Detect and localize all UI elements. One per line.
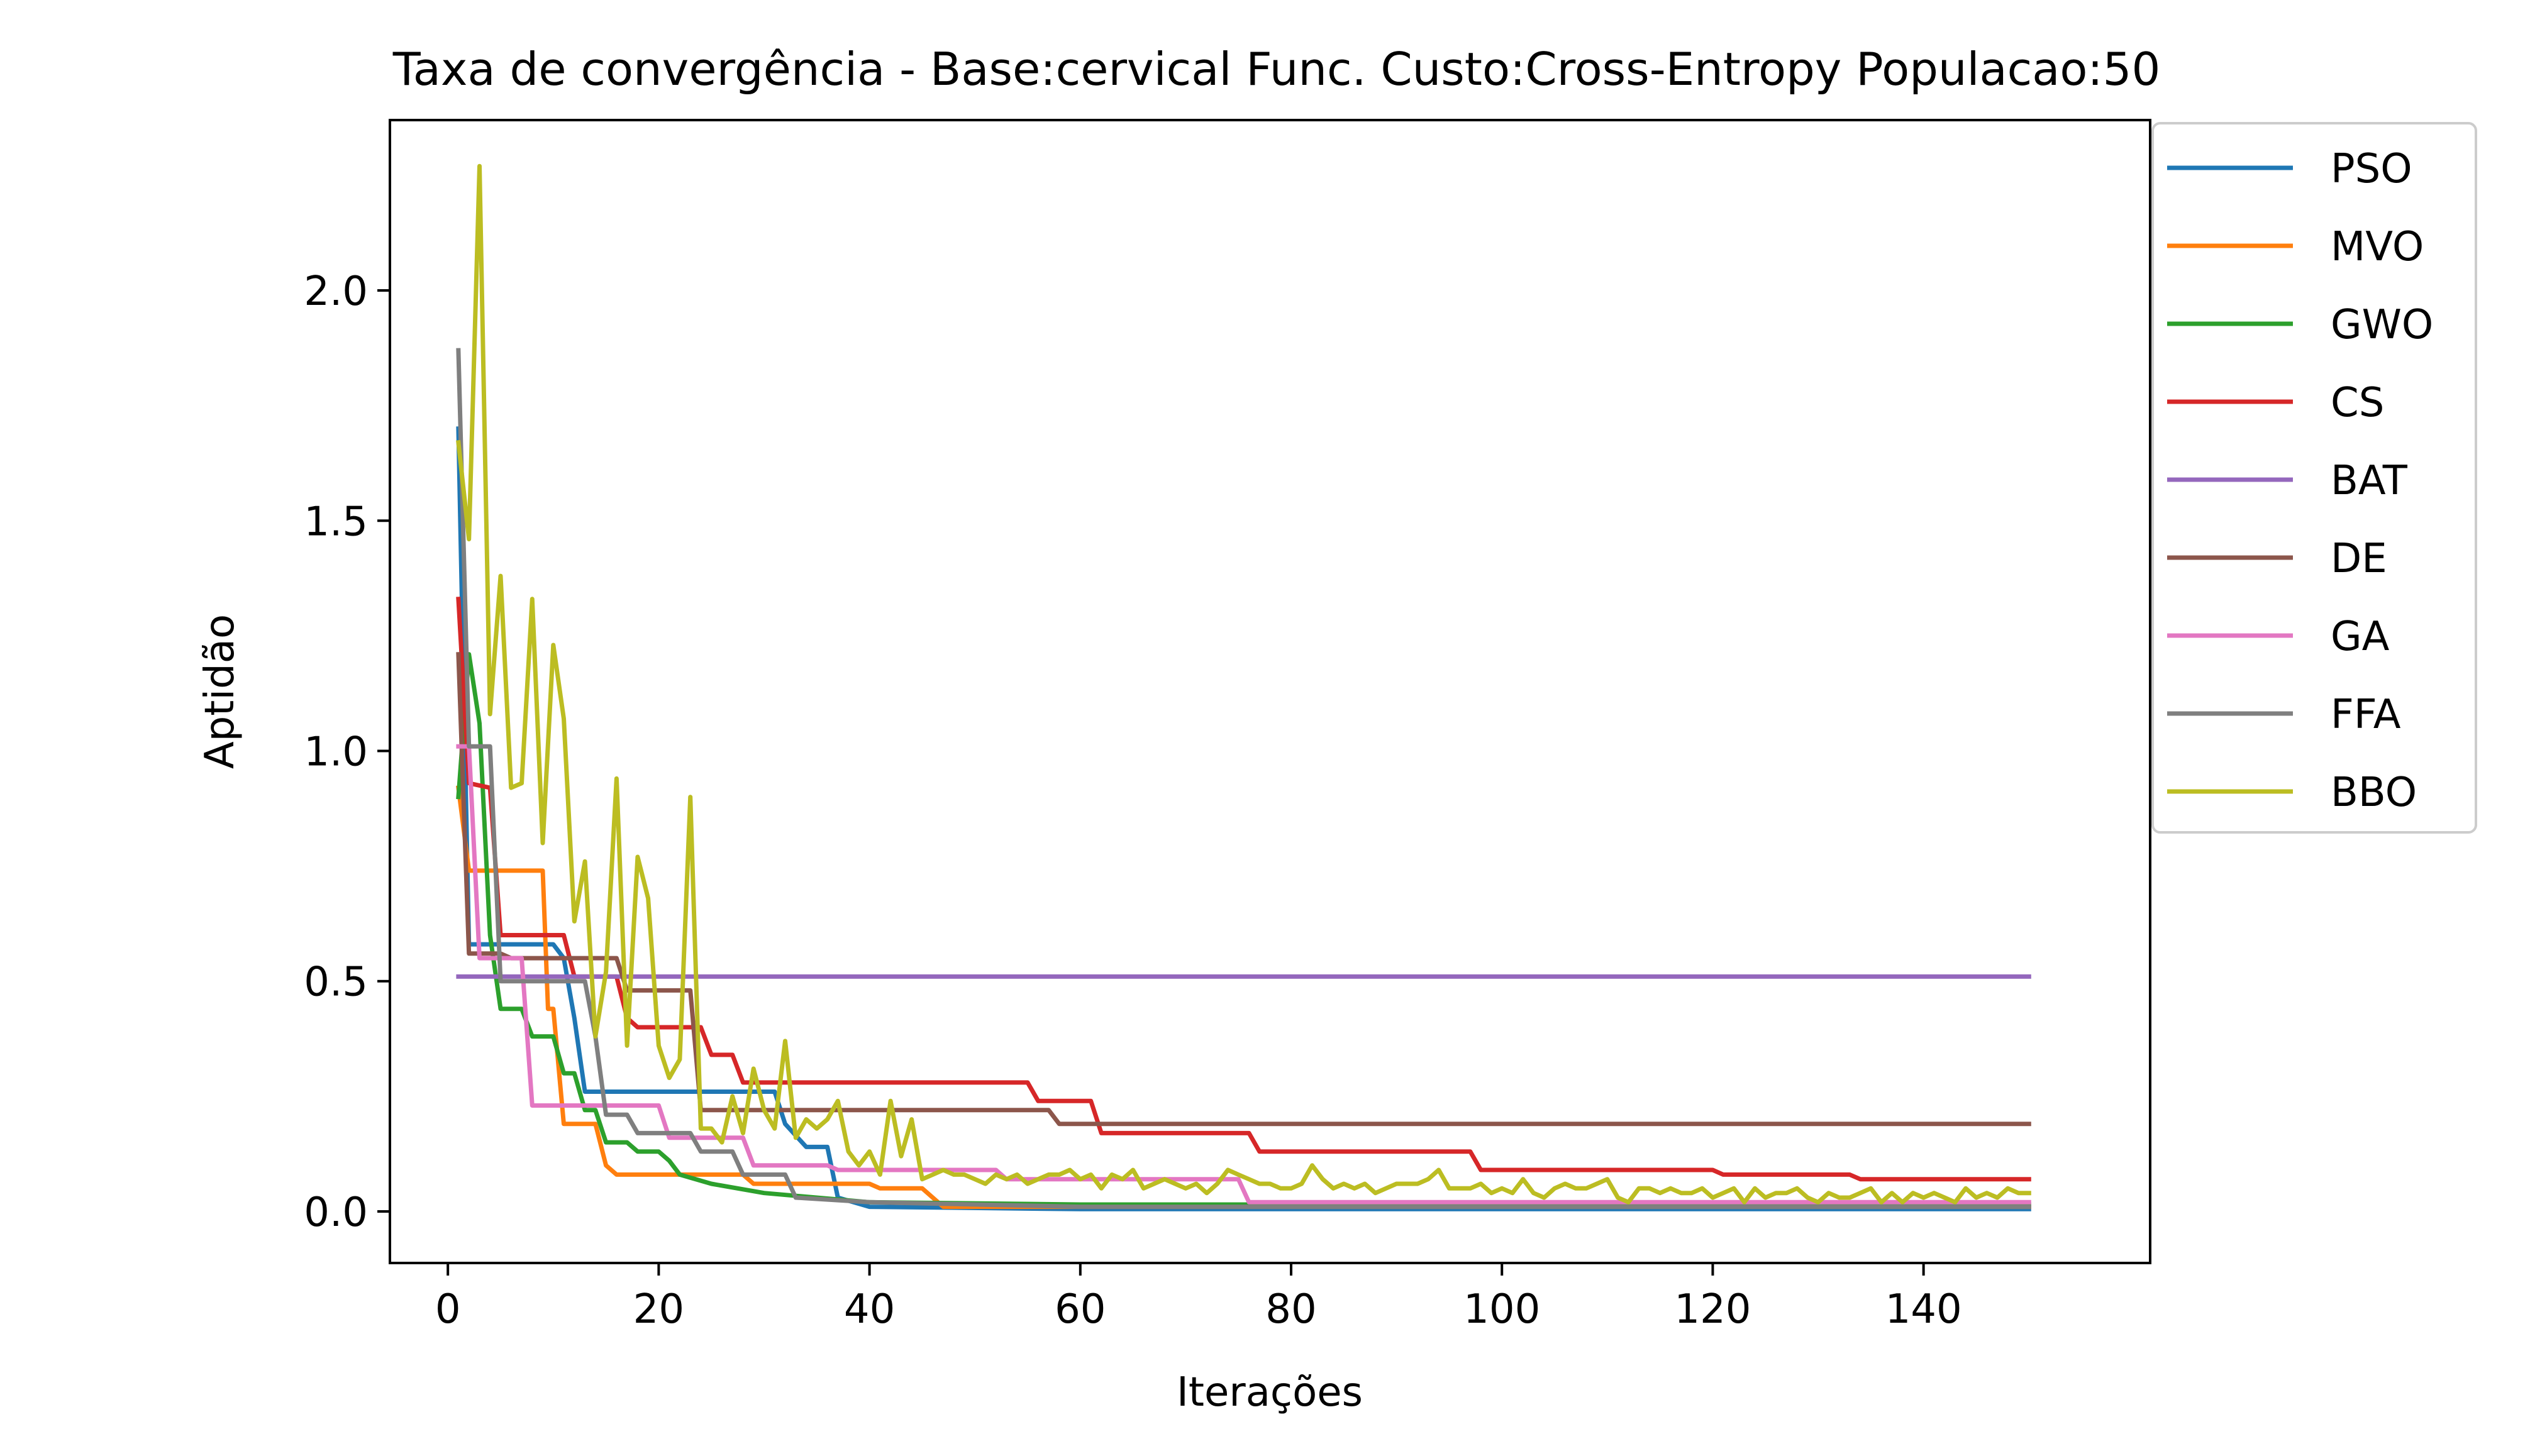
y-tick-label: 0.5 — [304, 959, 368, 1006]
y-tick-label: 2.0 — [304, 268, 368, 315]
series-line-gwo — [456, 652, 2031, 1207]
x-axis-label: Iterações — [1177, 1369, 1363, 1416]
x-axis-ticks: 0 20 40 60 80 100 120 140 — [435, 1263, 1962, 1333]
axes-frame — [389, 119, 2151, 1264]
x-tick-label: 100 — [1463, 1286, 1540, 1333]
series-line-ffa — [456, 348, 2031, 1210]
legend-label-bbo: BBO — [2331, 769, 2417, 816]
series-line-pso — [456, 426, 2031, 1211]
plot-area — [455, 163, 2031, 1211]
series-line-mvo — [455, 785, 2031, 1210]
y-tick-label: 1.5 — [304, 499, 368, 545]
legend-label-bat: BAT — [2331, 458, 2408, 504]
x-tick-label: 60 — [1055, 1286, 1106, 1333]
series-line-cs — [456, 597, 2031, 1182]
y-tick-label: 1.0 — [304, 729, 368, 775]
series-line-bbo — [456, 163, 2031, 1205]
legend-label-ffa: FFA — [2331, 692, 2401, 738]
x-tick-label: 80 — [1265, 1286, 1316, 1333]
legend-label-mvo: MVO — [2331, 224, 2424, 270]
x-tick-label: 140 — [1885, 1286, 1962, 1333]
legend-label-de: DE — [2331, 536, 2387, 582]
x-tick-label: 0 — [435, 1286, 461, 1333]
y-tick-label: 0.0 — [304, 1189, 368, 1236]
legend-label-cs: CS — [2331, 380, 2384, 426]
y-axis-ticks: 0.0 0.5 1.0 1.5 2.0 — [304, 268, 390, 1236]
legend-frame — [2151, 122, 2477, 834]
x-tick-label: 120 — [1674, 1286, 1751, 1333]
x-tick-label: 20 — [633, 1286, 684, 1333]
legend: PSO MVO GWO CS BAT DE GA FFA BBO — [2151, 122, 2477, 834]
x-tick-label: 40 — [844, 1286, 895, 1333]
y-axis-label: Aptidão — [197, 614, 243, 769]
chart-title: Taxa de convergência - Base:cervical Fun… — [392, 43, 2161, 96]
legend-label-pso: PSO — [2331, 146, 2412, 192]
legend-label-gwo: GWO — [2331, 302, 2433, 348]
legend-label-ga: GA — [2331, 614, 2390, 660]
